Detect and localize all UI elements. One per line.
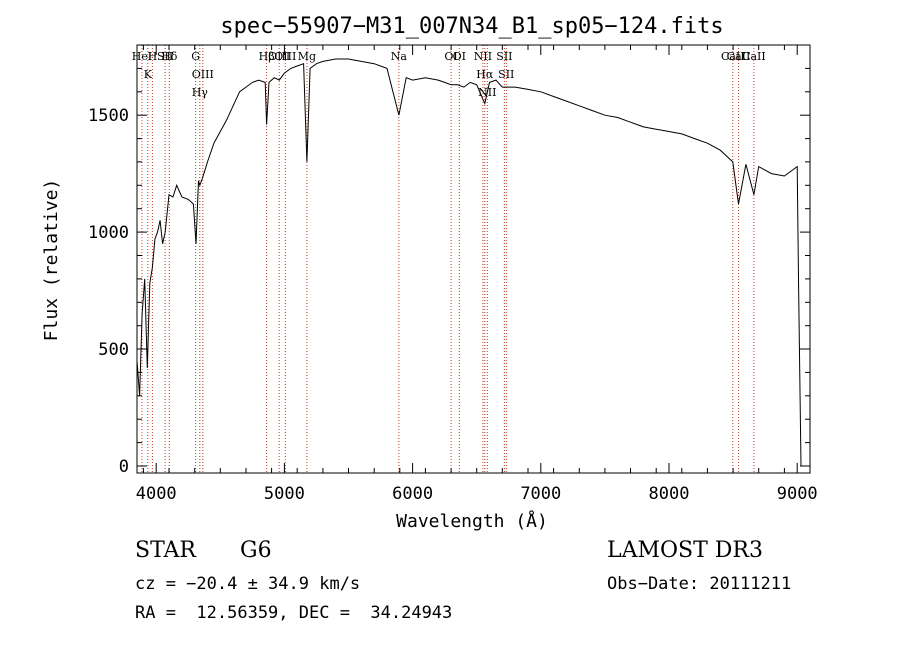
line-label-1: K xyxy=(144,68,153,81)
series-line-spectrum xyxy=(136,58,802,467)
line-label-4: Hδ xyxy=(161,50,178,63)
plot-frame xyxy=(136,44,811,474)
line-label-14: OI xyxy=(453,50,466,63)
line-label-16: Hα xyxy=(476,68,494,81)
line-label-20: CaII xyxy=(721,50,745,63)
x-tick-label-5000: 5000 xyxy=(264,484,305,504)
x-tick-label-4000: 4000 xyxy=(136,484,177,504)
x-axis-label: Wavelength (Å) xyxy=(396,510,548,532)
line-label-6: OIII xyxy=(192,68,214,81)
y-tick-label-500: 500 xyxy=(98,340,129,360)
x-tick-label-8000: 8000 xyxy=(649,484,690,504)
y-tick-label-1500: 1500 xyxy=(88,106,129,126)
coordinates: RA = 12.56359, DEC = 34.24943 xyxy=(135,603,453,623)
y-tick-label-0: 0 xyxy=(119,457,129,477)
line-label-13: OI xyxy=(444,50,457,63)
line-label-12: Na xyxy=(391,50,408,63)
x-tick-label-6000: 6000 xyxy=(392,484,433,504)
line-label-3: SII xyxy=(157,50,173,63)
object-class: STAR xyxy=(135,538,196,563)
line-label-15: NII xyxy=(474,50,492,63)
redshift-velocity: cz = −20.4 ± 34.9 km/s xyxy=(135,574,361,594)
line-label-21: CaII xyxy=(727,50,751,63)
line-label-8: Hβ xyxy=(259,50,275,63)
line-label-0: H xyxy=(148,50,158,63)
line-label-2: HeI xyxy=(132,50,152,63)
line-label-7: Hγ xyxy=(192,86,209,99)
observation-date: Obs−Date: 20111211 xyxy=(607,574,792,594)
line-label-18: SII xyxy=(496,50,512,63)
y-tick-label-1000: 1000 xyxy=(88,223,129,243)
x-tick-label-7000: 7000 xyxy=(520,484,561,504)
line-label-22: CaII xyxy=(742,50,766,63)
y-axis-label: Flux (relative) xyxy=(41,179,62,342)
object-subclass: G6 xyxy=(240,538,272,563)
x-tick-label-9000: 9000 xyxy=(777,484,818,504)
line-label-19: SII xyxy=(498,68,514,81)
chart-title: spec−55907−M31_007N34_B1_sp05−124.fits xyxy=(220,14,723,39)
line-label-10: OIII xyxy=(274,50,296,63)
line-label-11: Mg xyxy=(298,50,316,63)
survey-name: LAMOST DR3 xyxy=(607,538,763,563)
line-label-5: G xyxy=(191,50,200,63)
